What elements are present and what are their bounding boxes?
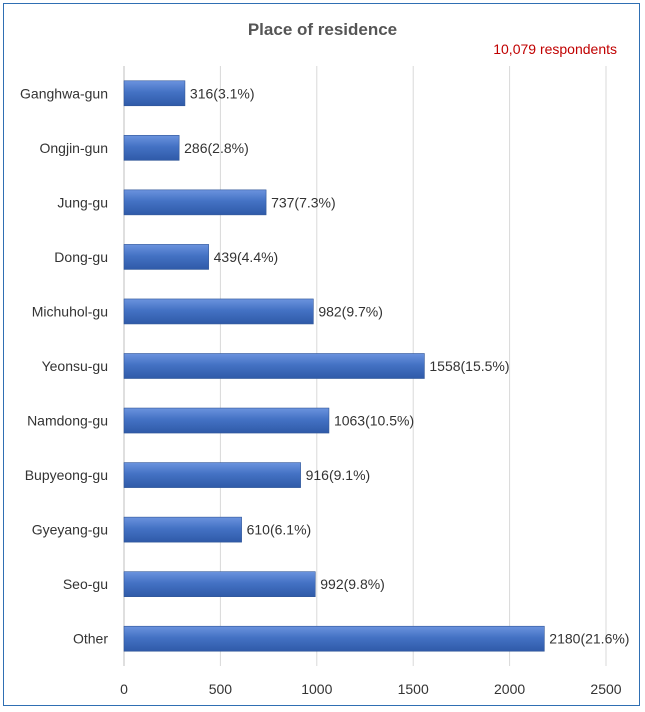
chart-title: Place of residence (247, 20, 398, 39)
x-tick-label: 2500 (590, 681, 621, 697)
category-label: Gyeyang-gu (32, 522, 108, 538)
data-label: 916(9.1%) (306, 467, 371, 483)
bar (123, 298, 314, 325)
category-label: Yeonsu-gu (42, 358, 108, 374)
data-label: 1063(10.5%) (334, 413, 414, 429)
data-label: 1558(15.5%) (429, 358, 509, 374)
bar (123, 625, 545, 652)
category-label: Michuhol-gu (32, 303, 108, 319)
bar (123, 244, 209, 270)
data-label: 439(4.4%) (214, 249, 279, 265)
data-label: 737(7.3%) (271, 194, 336, 210)
category-label: Other (73, 631, 108, 647)
data-label: 992(9.8%) (320, 576, 385, 592)
data-label: 316(3.1%) (190, 85, 255, 101)
category-label: Ongjin-gun (40, 140, 109, 156)
x-tick-label: 500 (209, 681, 233, 697)
bar (123, 407, 330, 434)
data-label: 2180(21.6%) (549, 631, 629, 647)
data-label: 982(9.7%) (318, 303, 383, 319)
category-label: Jung-gu (57, 194, 108, 210)
data-label: 610(6.1%) (247, 522, 312, 538)
bar (123, 189, 267, 216)
x-tick-label: 1500 (398, 681, 429, 697)
bar (123, 462, 301, 488)
bar (123, 353, 425, 379)
bar (123, 571, 316, 597)
bar (123, 80, 186, 107)
category-label: Seo-gu (63, 576, 108, 592)
category-label: Dong-gu (54, 249, 108, 265)
data-label: 286(2.8%) (184, 140, 249, 156)
category-label: Namdong-gu (27, 413, 108, 429)
bar (123, 516, 242, 543)
x-tick-label: 0 (120, 681, 128, 697)
x-tick-label: 1000 (301, 681, 332, 697)
bar (123, 135, 180, 161)
category-label: Ganghwa-gun (20, 85, 108, 101)
x-tick-label: 2000 (494, 681, 525, 697)
category-label: Bupyeong-gu (25, 467, 108, 483)
respondents-note: 10,079 respondents (493, 41, 617, 57)
